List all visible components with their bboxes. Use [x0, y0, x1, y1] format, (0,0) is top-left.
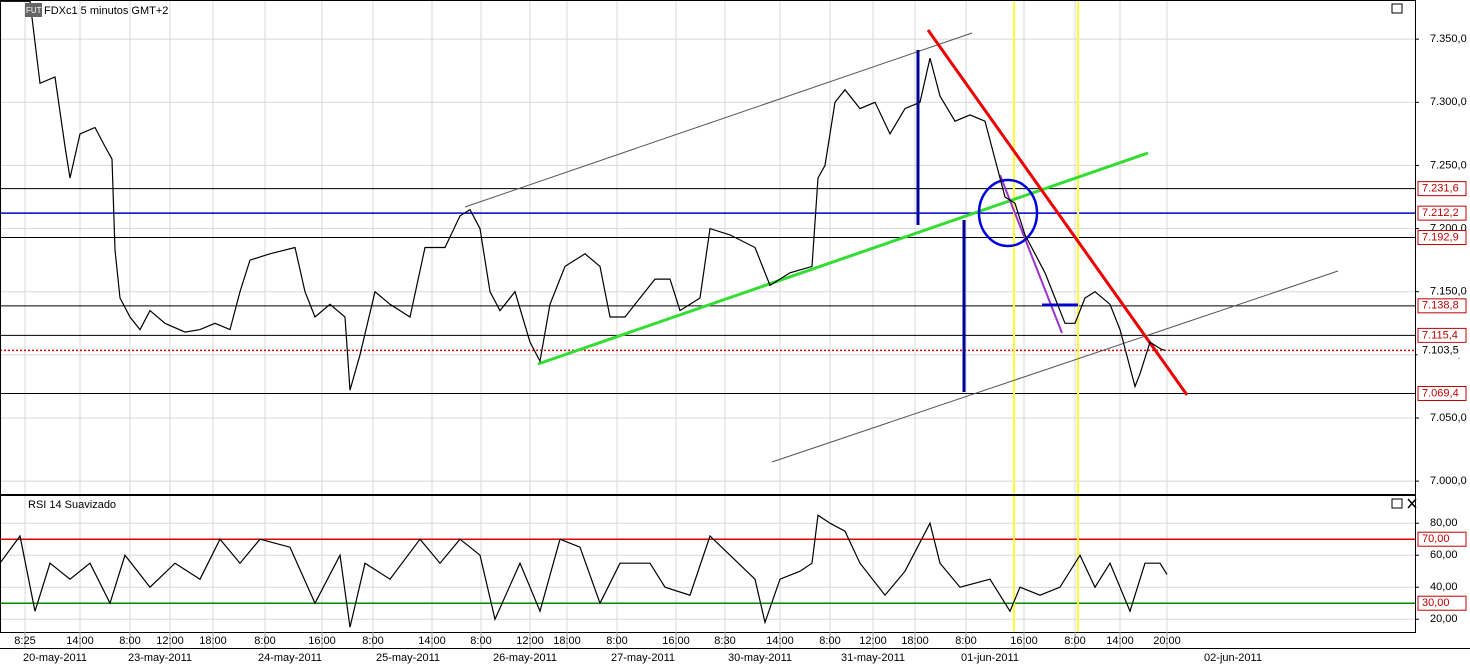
level-label: 7.138,8	[1422, 300, 1459, 312]
x-tick-label: 14:00	[66, 635, 94, 647]
series-layer	[0, 0, 1168, 628]
level-label-box	[1417, 327, 1467, 343]
level-label-box	[1417, 230, 1467, 246]
date-tick-label: 23-may-2011	[128, 652, 192, 664]
x-tick-label: 8:00	[606, 635, 627, 647]
level-label: 7.115,4	[1422, 329, 1458, 341]
level-label-box	[1417, 595, 1467, 611]
date-tick-label: 02-jun-2011	[1204, 652, 1262, 664]
level-label-box	[1417, 298, 1467, 314]
date-tick-label: 31-may-2011	[841, 652, 905, 664]
instrument-icon-label: FUT	[26, 6, 42, 15]
x-tick-label: 8:00	[819, 635, 840, 647]
y-tick-label: 60,00	[1430, 549, 1458, 561]
x-tick-label: 12:00	[516, 635, 544, 647]
y-tick-label: 7.300,0	[1430, 96, 1467, 108]
level-label: 7.231,6	[1422, 183, 1459, 195]
x-tick-label: 12:00	[156, 635, 184, 647]
level-label: 30,00	[1422, 597, 1450, 609]
date-tick-label: 20-may-2011	[23, 652, 87, 664]
x-tick-label: 12:00	[859, 635, 887, 647]
price-line	[0, 514, 1168, 628]
instrument-icon	[25, 3, 42, 17]
maximize-button[interactable]	[1391, 498, 1403, 509]
rsi-title[interactable]: RSI 14 Suavizado	[28, 499, 116, 511]
y-tick-label: 7.350,0	[1430, 33, 1467, 45]
level-label: 7.212,2	[1422, 207, 1459, 219]
x-tick-label: 14:00	[1106, 635, 1134, 647]
x-tick-label: 8:30	[714, 635, 735, 647]
x-tick-label: 18:00	[199, 635, 227, 647]
maximize-button[interactable]	[1391, 3, 1403, 14]
level-label: 7.069,4	[1422, 387, 1459, 399]
x-tick-label: 14:00	[766, 635, 794, 647]
y-tick-label: 80,00	[1430, 517, 1458, 529]
x-tick-label: 8:00	[955, 635, 976, 647]
x-tick-label: 8:00	[362, 635, 383, 647]
x-tick-label: 16:00	[1010, 635, 1038, 647]
y-tick-label: 20,00	[1430, 613, 1458, 625]
x-tick-label: 8:00	[1064, 635, 1085, 647]
date-tick-label: 30-may-2011	[728, 652, 792, 664]
x-tick-label: 8:00	[470, 635, 491, 647]
level-label: 70,00	[1422, 533, 1450, 545]
x-tick-label: 16:00	[308, 635, 336, 647]
date-tick-label: 27-may-2011	[611, 652, 675, 664]
channel-lower	[771, 270, 1339, 463]
date-tick-label: 24-may-2011	[258, 652, 322, 664]
y-tick-label: 40,00	[1430, 581, 1458, 593]
red-trendline	[926, 29, 1189, 396]
level-label-box	[1417, 181, 1467, 197]
x-tick-label: 8:00	[119, 635, 140, 647]
y-tick-label: 7.000,0	[1430, 475, 1467, 487]
channel-upper	[464, 32, 973, 208]
y-tick-label: 7.250,0	[1430, 159, 1467, 171]
green-trendline	[537, 151, 1149, 366]
date-tick-label: 25-may-2011	[376, 652, 440, 664]
frames	[0, 0, 1470, 649]
level-label: 7.192,9	[1422, 231, 1459, 243]
purple-line	[999, 174, 1063, 334]
level-label-box	[1417, 531, 1467, 547]
x-tick-label: 16:00	[662, 635, 690, 647]
level-label-box	[1417, 385, 1467, 401]
y-tick-label: 7.050,0	[1430, 412, 1467, 424]
x-tick-label: 18:00	[901, 635, 929, 647]
blue-circle	[977, 178, 1039, 248]
date-tick-label: 26-may-2011	[493, 652, 557, 664]
price-frame	[0, 0, 1416, 495]
y-tick-label: 7.150,0	[1430, 286, 1467, 298]
level-label-box	[1417, 342, 1467, 358]
level-label: 7.103,5	[1422, 344, 1459, 356]
x-tick-label: 20:00	[1153, 635, 1181, 647]
level-label-box	[1417, 205, 1467, 221]
rsi-frame	[0, 495, 1416, 633]
close-button[interactable]	[1407, 498, 1417, 509]
x-tick-label: 8:25	[14, 635, 35, 647]
price-title[interactable]: FDXc1 5 minutos GMT+2	[44, 5, 168, 17]
x-tick-label: 18:00	[553, 635, 581, 647]
date-tick-label: 01-jun-2011	[961, 652, 1019, 664]
x-tick-label: 8:00	[254, 635, 275, 647]
x-tick-label: 14:00	[418, 635, 446, 647]
price-line	[0, 0, 1166, 391]
